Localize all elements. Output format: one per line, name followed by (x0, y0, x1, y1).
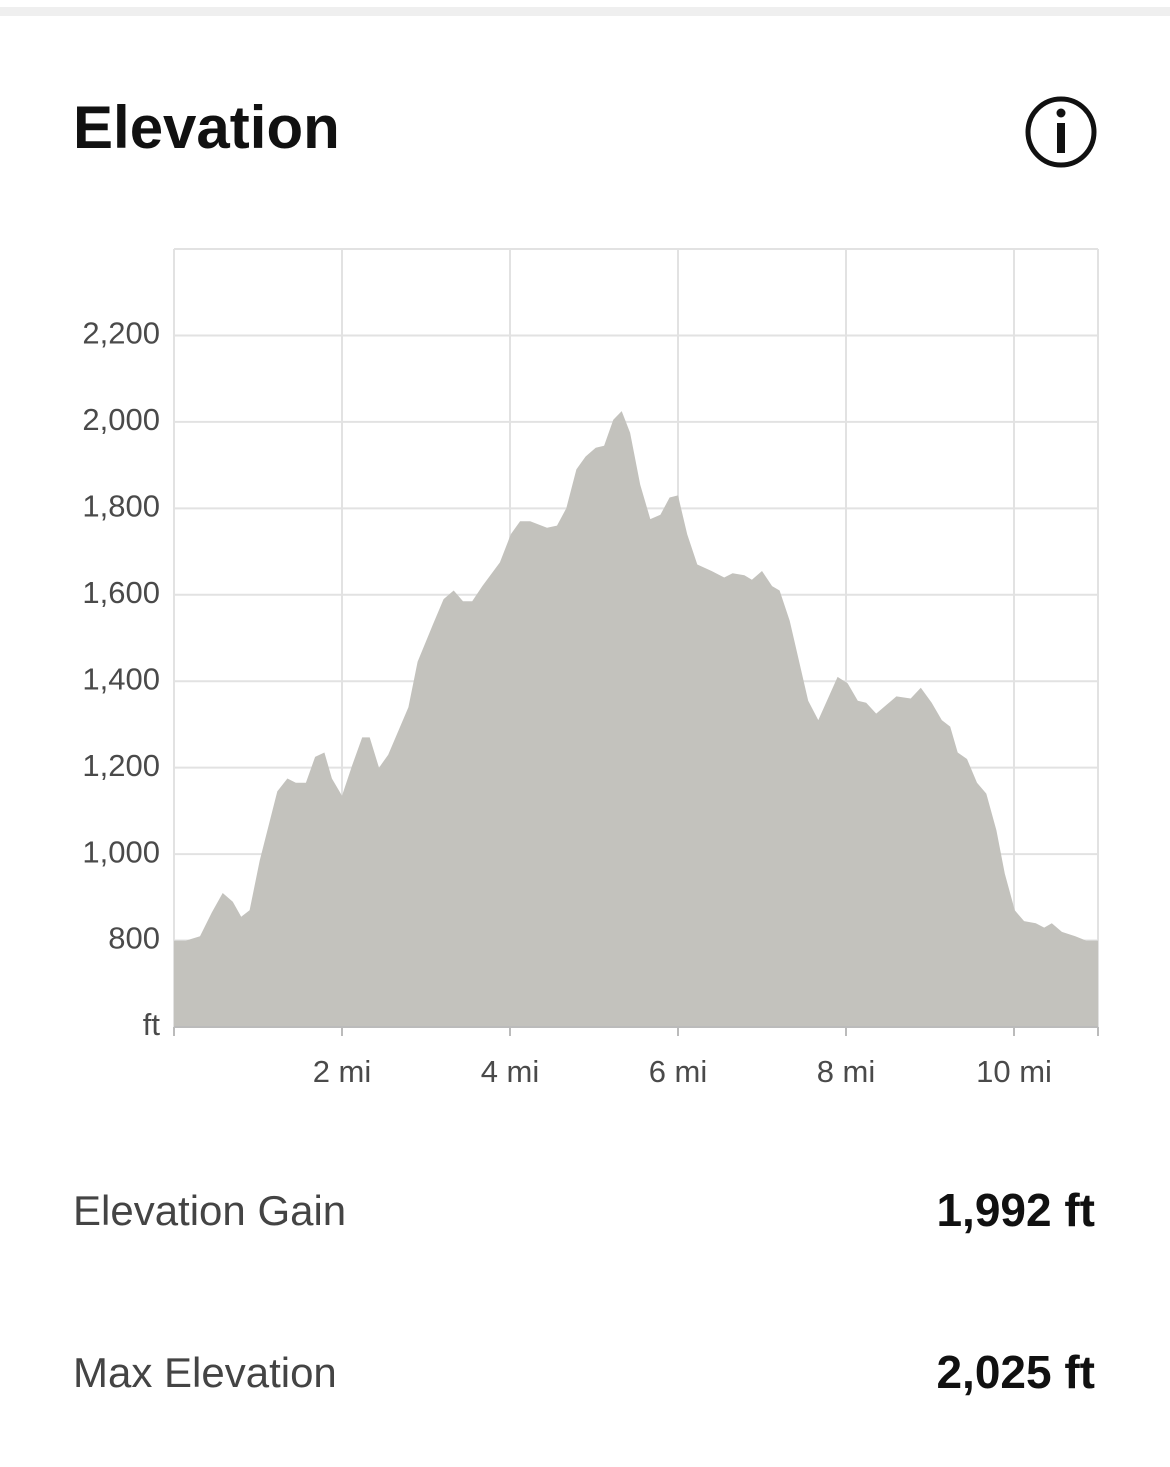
y-tick-label: 2,000 (82, 402, 160, 437)
y-tick-label: 800 (108, 921, 160, 956)
y-tick-label: 1,800 (82, 489, 160, 524)
stat-label: Max Elevation (73, 1349, 337, 1396)
info-button[interactable] (1025, 96, 1097, 168)
stats: Elevation Gain 1,992 ft Max Elevation 2,025… (73, 1184, 1095, 1398)
x-tick-label: 6 mi (649, 1054, 708, 1089)
stat-value: 2,025 ft (936, 1346, 1095, 1398)
y-tick-label: 2,200 (82, 316, 160, 351)
title: Elevation (73, 94, 340, 161)
x-tick-label: 8 mi (817, 1054, 876, 1089)
info-circle[interactable] (1025, 96, 1097, 168)
x-tick-label: 4 mi (481, 1054, 540, 1089)
info-stem[interactable] (1057, 123, 1065, 153)
top-separator (0, 7, 1170, 16)
info-dot[interactable] (1056, 108, 1066, 118)
stat-value: 1,992 ft (936, 1184, 1095, 1236)
y-tick-label: 1,600 (82, 575, 160, 610)
chart: ft 800 1,000 1,200 1,400 1,600 1,800 2,000 2,200… (82, 248, 1099, 1089)
y-tick-label: ft (143, 1007, 161, 1042)
elevation-area (174, 411, 1098, 1028)
x-tick-label: 10 mi (976, 1054, 1052, 1089)
x-tick-label: 2 mi (313, 1054, 372, 1089)
y-tick-label: 1,400 (82, 661, 160, 696)
y-tick-label: 1,200 (82, 748, 160, 783)
y-tick-label: 1,000 (82, 834, 160, 869)
stat-label: Elevation Gain (73, 1187, 346, 1234)
